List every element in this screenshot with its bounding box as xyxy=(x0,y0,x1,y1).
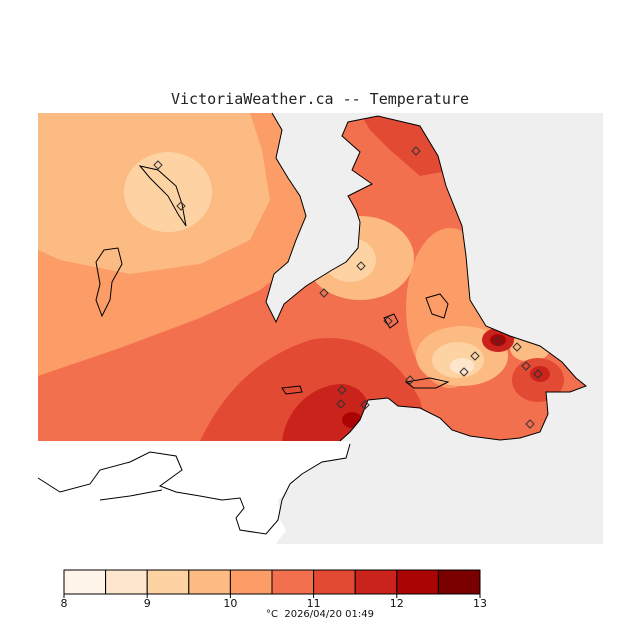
diamond-station-marker xyxy=(153,160,163,170)
diamond-station-marker xyxy=(356,261,366,271)
diamond-station-marker xyxy=(337,385,347,395)
diamond-station-marker xyxy=(459,367,469,377)
legend-tick-label: 10 xyxy=(223,597,238,610)
legend-caption: °C 2026/04/20 01:49 xyxy=(0,609,640,620)
legend-color-cell xyxy=(271,569,315,595)
diamond-station-marker xyxy=(336,399,346,409)
diamond-station-marker xyxy=(493,336,503,346)
diamond-station-marker xyxy=(411,146,421,156)
legend-unit: °C xyxy=(266,609,278,620)
legend-tick-label: 13 xyxy=(473,597,487,610)
legend-color-cell xyxy=(313,569,356,595)
legend-tick-label: 9 xyxy=(143,597,151,610)
legend-color-cell xyxy=(354,569,398,595)
legend-color-cell xyxy=(229,569,273,595)
legend-color-cell xyxy=(105,569,148,595)
diamond-station-marker xyxy=(512,342,522,352)
legend-tick-label: 12 xyxy=(389,597,404,610)
legend-color-cell xyxy=(396,569,439,595)
diamond-station-marker xyxy=(521,361,531,371)
legend-color-cell xyxy=(188,569,231,595)
legend-color-cell xyxy=(437,569,481,595)
unmapped-region xyxy=(38,441,350,544)
station-markers xyxy=(153,146,543,429)
diamond-station-marker xyxy=(525,419,535,429)
map-title: VictoriaWeather.ca -- Temperature xyxy=(170,90,469,108)
diamond-station-marker xyxy=(383,316,393,326)
legend-color-bar xyxy=(63,569,481,598)
timestamp: 2026/04/20 01:49 xyxy=(284,609,374,620)
legend-color-cell xyxy=(63,569,107,595)
diamond-station-marker xyxy=(405,375,415,385)
coastline xyxy=(37,112,587,535)
legend-tick-label: 8 xyxy=(60,597,68,610)
diamond-station-marker xyxy=(176,201,186,211)
diamond-station-marker xyxy=(533,369,543,379)
diamond-station-marker xyxy=(319,288,329,298)
diamond-station-marker xyxy=(470,351,480,361)
legend-color-cell xyxy=(146,569,190,595)
legend-tick-label: 11 xyxy=(306,597,321,610)
diamond-station-marker xyxy=(360,400,370,410)
